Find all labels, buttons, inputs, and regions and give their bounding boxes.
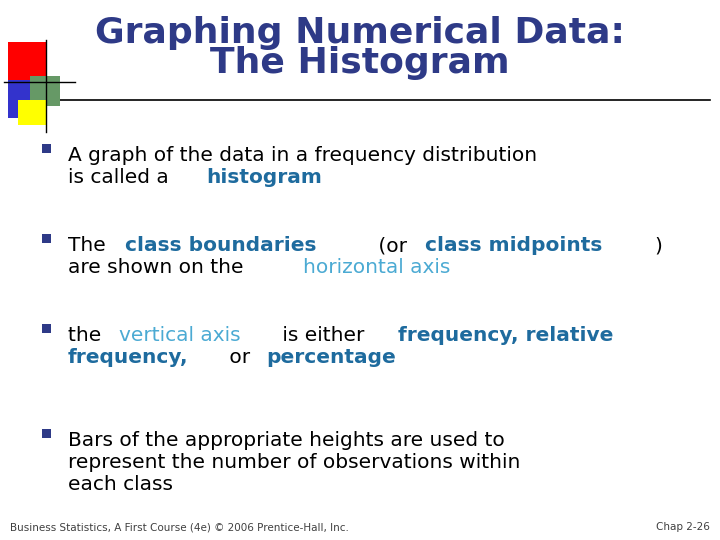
Text: (or: (or [372, 236, 413, 255]
Bar [8, 42, 46, 80]
Text: frequency,: frequency, [68, 348, 189, 367]
Bar [30, 76, 60, 106]
Bar [42, 323, 50, 333]
Bar [18, 100, 46, 125]
Bar [42, 233, 50, 242]
Bar [8, 80, 46, 118]
Text: class midpoints: class midpoints [426, 236, 603, 255]
Text: The: The [68, 236, 112, 255]
Text: class boundaries: class boundaries [125, 236, 316, 255]
Text: horizontal axis: horizontal axis [302, 258, 450, 277]
Text: The Histogram: The Histogram [210, 46, 510, 80]
Text: or: or [223, 348, 257, 367]
Text: ): ) [654, 236, 662, 255]
Text: are shown on the: are shown on the [68, 258, 250, 277]
Text: percentage: percentage [266, 348, 397, 367]
Text: vertical axis: vertical axis [119, 326, 240, 345]
Bar [42, 144, 50, 152]
Text: frequency, relative: frequency, relative [398, 326, 613, 345]
Text: A graph of the data in a frequency distribution: A graph of the data in a frequency distr… [68, 146, 537, 165]
Bar [42, 429, 50, 437]
Text: Business Statistics, A First Course (4e) © 2006 Prentice-Hall, Inc.: Business Statistics, A First Course (4e)… [10, 522, 349, 532]
Text: histogram: histogram [206, 168, 322, 187]
Text: is either: is either [276, 326, 371, 345]
Text: is called a: is called a [68, 168, 175, 187]
Text: Bars of the appropriate heights are used to: Bars of the appropriate heights are used… [68, 431, 505, 450]
Text: the: the [68, 326, 107, 345]
Text: Graphing Numerical Data:: Graphing Numerical Data: [95, 16, 625, 50]
Text: Chap 2-26: Chap 2-26 [656, 522, 710, 532]
Text: each class: each class [68, 475, 173, 494]
Text: represent the number of observations within: represent the number of observations wit… [68, 453, 521, 472]
